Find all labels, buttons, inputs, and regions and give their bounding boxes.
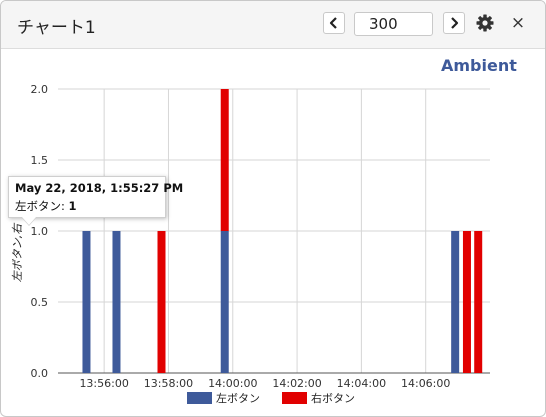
bar-right-button bbox=[220, 89, 229, 231]
y-tick-label: 0.0 bbox=[31, 367, 49, 380]
tooltip-date: May 22, 2018, 1:55:27 PM bbox=[15, 181, 184, 195]
bar-right-button bbox=[474, 231, 483, 373]
y-axis-label: 左ボタン,右 bbox=[11, 222, 24, 282]
tooltip-value-line: 左ボタン: 1 bbox=[15, 198, 159, 214]
chevron-right-icon bbox=[451, 17, 459, 29]
bar-left-button bbox=[112, 231, 121, 373]
count-input[interactable] bbox=[354, 12, 433, 36]
x-tick-label: 13:56:00 bbox=[79, 377, 128, 390]
gear-icon[interactable] bbox=[475, 13, 495, 33]
chart-tooltip: May 22, 2018, 1:55:27 PM 左ボタン: 1 bbox=[8, 176, 184, 218]
bar-left-button bbox=[220, 231, 229, 373]
y-tick-label: 2.0 bbox=[31, 83, 49, 96]
chart-title: チャート1 bbox=[17, 18, 96, 38]
bar-right-button bbox=[157, 231, 166, 373]
y-tick-label: 0.5 bbox=[31, 296, 49, 309]
tooltip-value: 1 bbox=[68, 199, 77, 213]
close-button[interactable]: × bbox=[510, 13, 526, 33]
y-tick-label: 1.0 bbox=[31, 225, 49, 238]
y-tick-label: 1.5 bbox=[31, 154, 49, 167]
x-tick-label: 14:04:00 bbox=[337, 377, 386, 390]
x-tick-label: 14:02:00 bbox=[272, 377, 321, 390]
legend-label-right: 右ボタン bbox=[311, 391, 355, 405]
tooltip-label: 左ボタン: bbox=[15, 199, 69, 213]
prev-button[interactable] bbox=[323, 12, 345, 34]
x-tick-label: 13:58:00 bbox=[144, 377, 193, 390]
legend-swatch bbox=[282, 392, 307, 404]
legend-label-left: 左ボタン bbox=[216, 392, 260, 405]
bar-left-button bbox=[451, 231, 460, 373]
bar-right-button bbox=[462, 231, 471, 373]
legend-swatch bbox=[187, 392, 212, 404]
x-tick-label: 14:00:00 bbox=[208, 377, 257, 390]
panel-header: チャート1 × bbox=[1, 1, 545, 49]
next-button[interactable] bbox=[443, 12, 465, 34]
x-tick-label: 14:06:00 bbox=[401, 377, 450, 390]
brand-logo: Ambient bbox=[441, 56, 517, 75]
tooltip-arrow bbox=[22, 217, 36, 225]
bar-left-button bbox=[82, 231, 91, 373]
chevron-left-icon bbox=[329, 17, 337, 29]
